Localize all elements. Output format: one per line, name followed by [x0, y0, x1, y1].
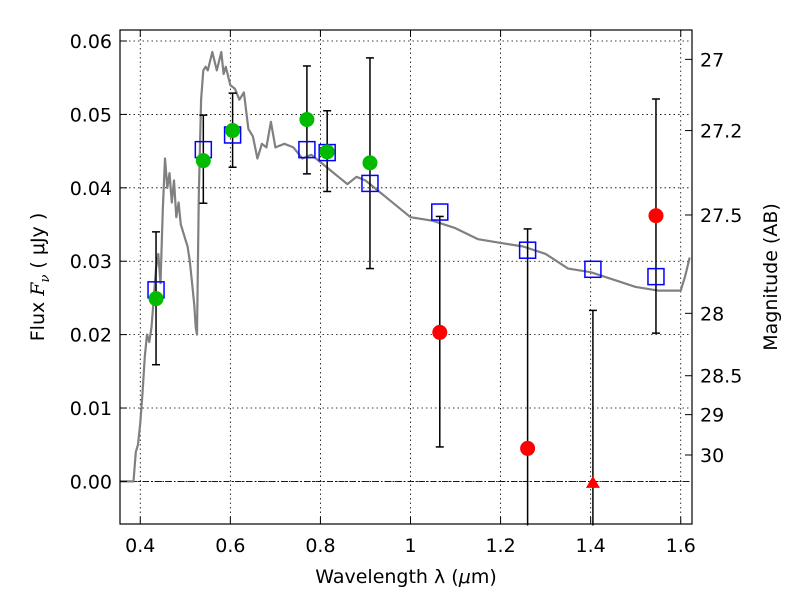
model-photometry-box [298, 140, 316, 159]
magnitude-tick-label: 28 [700, 303, 724, 325]
x-tick-label: 0.4 [125, 535, 155, 557]
x-axis-title-prefix: Wavelength λ ( [315, 566, 458, 588]
y-tick-label: 0.06 [70, 31, 112, 53]
y-axis-title-subscript: ν [38, 275, 53, 283]
x-tick-label: 1.6 [666, 535, 696, 557]
nir-measurement-point [520, 440, 536, 456]
model-photometry-box [647, 267, 665, 286]
x-axis-title-suffix: m) [471, 566, 497, 588]
y-tick-label: 0.01 [70, 398, 112, 420]
y-axis-title: Flux Fν ( μJy ) [27, 213, 53, 342]
x-tick-label: 1.2 [485, 535, 515, 557]
magnitude-tick-label: 27 [700, 49, 724, 71]
y-tick-label: 0.04 [70, 178, 112, 200]
magnitude-tick-label: 29 [700, 405, 724, 427]
model-photometry-box [431, 203, 449, 221]
plot-frame [119, 29, 693, 525]
y-tick-label: 0.03 [70, 251, 112, 273]
nir-measurement-point [648, 208, 664, 224]
model-photometry-box [518, 241, 537, 259]
nir-upper-limit-marker [585, 475, 600, 488]
y-tick-label: 0.00 [70, 471, 112, 493]
series-layer [120, 50, 691, 526]
model-photometry-box [584, 260, 602, 279]
optical-detection-point [225, 123, 241, 139]
x-axis-title-unit: μ [458, 566, 471, 588]
optical-detection-point [319, 144, 335, 160]
y-axis-title-prefix: Flux [27, 296, 49, 342]
x-axis-title: Wavelength λ (μm) [315, 566, 496, 588]
y-tick-label: 0.05 [70, 104, 112, 126]
optical-detection-point [148, 291, 164, 307]
magnitude-tick-label: 28.5 [700, 366, 742, 388]
axis-ticks: 0.4 0.6 0.8 1 1.2 1.4 1.6 0.00 0.01 0.02 0.03 0.04 0… [70, 30, 742, 557]
magnitude-tick-label: 27.2 [700, 121, 742, 143]
model-photometry-box [361, 174, 379, 193]
magnitude-axis-title: Magnitude (AB) [760, 203, 782, 351]
y-tick-label: 0.02 [70, 325, 112, 347]
x-tick-label: 0.8 [305, 535, 335, 557]
x-tick-label: 1.4 [576, 535, 606, 557]
magnitude-tick-label: 27.5 [700, 205, 742, 227]
y-axis-title-symbol: F [27, 282, 49, 297]
nir-measurement-point [432, 324, 448, 340]
x-tick-label: 1 [404, 535, 416, 557]
y-axis-title-suffix: ( μJy ) [27, 213, 49, 275]
optical-detection-point [195, 153, 211, 169]
x-tick-label: 0.6 [215, 535, 245, 557]
optical-detection-point [299, 112, 315, 128]
magnitude-tick-label: 30 [700, 445, 724, 467]
sed-model-line [120, 50, 691, 483]
optical-detection-point [362, 155, 378, 171]
